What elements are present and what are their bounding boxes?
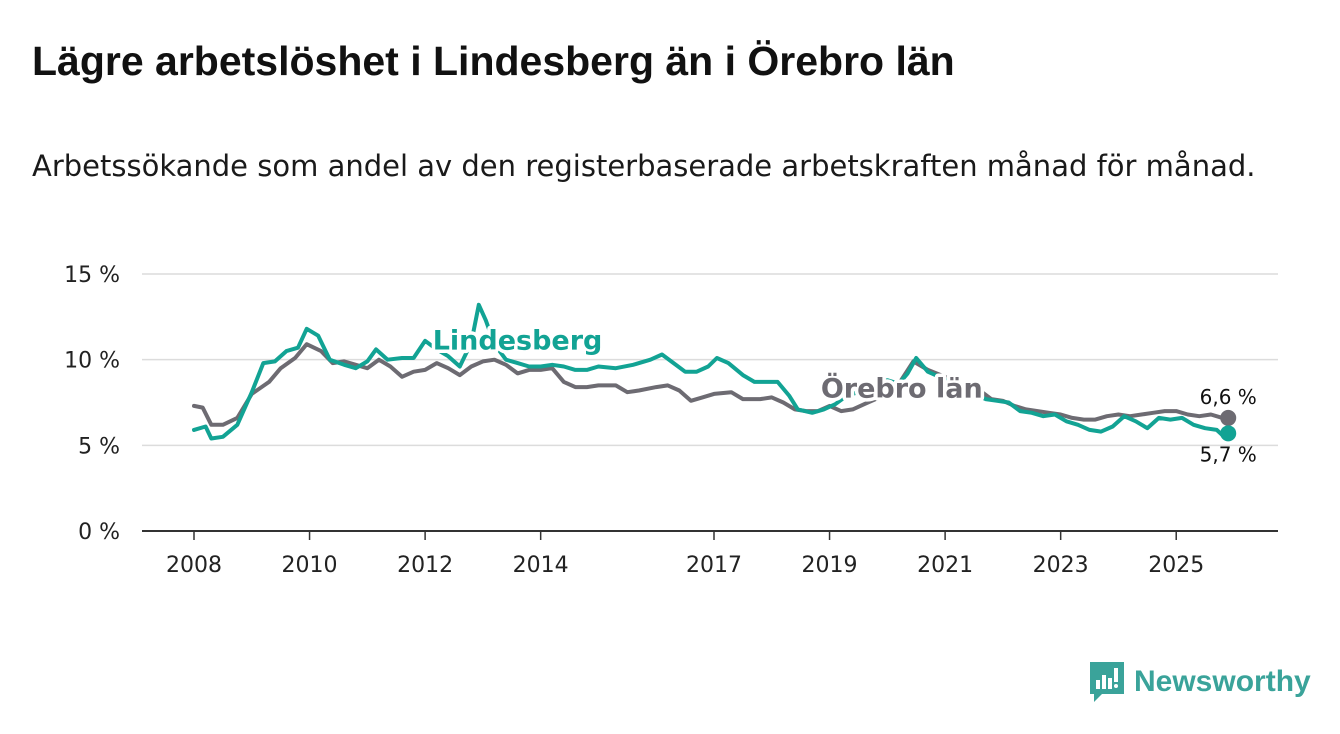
x-tick-label: 2008 [166, 553, 222, 578]
newsworthy-logo[interactable]: Newsworthy [1088, 660, 1311, 704]
annotation-label: Örebro län [821, 371, 983, 404]
brand-name: Newsworthy [1134, 665, 1311, 698]
x-tick-label: 2014 [513, 553, 569, 578]
x-tick-label: 2012 [397, 553, 453, 578]
newsworthy-chart-icon [1090, 662, 1124, 702]
series-end-marker [1220, 425, 1237, 442]
chart-title: Lägre arbetslöshet i Lindesberg än i Öre… [32, 38, 955, 84]
x-tick-label: 2021 [917, 553, 973, 578]
y-tick-label: 5 % [78, 434, 120, 459]
x-tick-label: 2010 [282, 553, 338, 578]
series-lines: 6,6 % 5,7 % [192, 302, 1257, 466]
series-end-label: 6,6 % [1200, 385, 1257, 409]
x-tick-label: 2019 [802, 553, 858, 578]
x-tick-label: 2017 [686, 553, 742, 578]
series-line--rebro-l-n [192, 342, 1231, 427]
x-axis: 2008 2010 2012 2014 2017 2019 2021 2023 2025 [142, 530, 1278, 578]
chart-subtitle: Arbetssökande som andel av den registerb… [32, 149, 1256, 183]
series-end-label: 5,7 % [1200, 442, 1257, 466]
annotation-label: Lindesberg [433, 325, 603, 356]
series-end-marker [1220, 409, 1237, 426]
series-annotations: Lindesberg Örebro län [429, 322, 986, 408]
y-tick-label: 0 % [78, 520, 120, 545]
grid-lines [142, 273, 1278, 447]
series-line-lindesberg [192, 302, 1231, 441]
x-tick-label: 2025 [1148, 553, 1204, 578]
y-tick-label: 10 % [64, 349, 120, 374]
y-axis-labels: 0 % 5 % 10 % 15 % [64, 263, 120, 545]
y-tick-label: 15 % [64, 263, 120, 288]
x-tick-label: 2023 [1033, 553, 1089, 578]
